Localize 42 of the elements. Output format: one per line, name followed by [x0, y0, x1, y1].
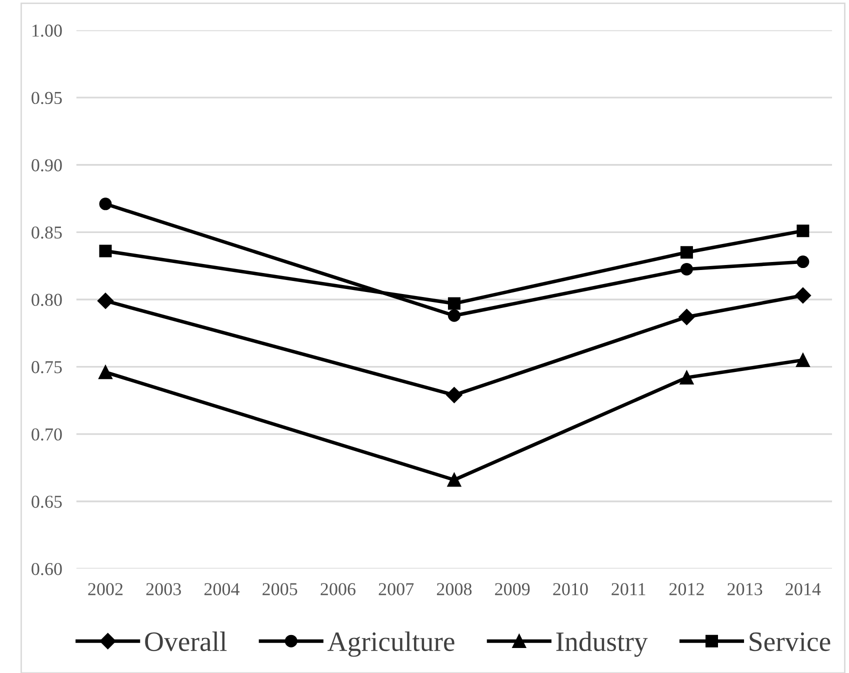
point: [680, 262, 693, 276]
point: [97, 292, 114, 309]
point: [794, 287, 812, 304]
y-tick-label: 0.95: [32, 92, 62, 104]
legend-label: Agriculture: [328, 632, 454, 657]
y-tick-label: 0.65: [32, 496, 62, 508]
x-tick-label: 2007: [378, 583, 414, 596]
legend-label: Overall: [145, 632, 227, 652]
x-tick-label: 2011: [612, 583, 646, 596]
x-tick-label: 2002: [88, 583, 123, 596]
point: [98, 365, 112, 380]
legend-label: Industry: [556, 632, 648, 657]
y-tick-label: 0.75: [32, 361, 62, 374]
x-tick-label: 2003: [146, 583, 181, 596]
point: [448, 309, 460, 322]
point: [678, 308, 695, 326]
x-tick-label: 2013: [728, 583, 762, 596]
point: [99, 198, 112, 210]
y-tick-label: 0.80: [32, 294, 62, 306]
y-tick-label: 0.90: [32, 159, 62, 172]
point: [796, 256, 810, 268]
point: [447, 472, 462, 487]
y-tick-label: 0.85: [32, 226, 62, 239]
y-tick-label: 1.00: [32, 24, 62, 37]
y-tick-label: 0.60: [32, 562, 62, 576]
x-tick-label: 2012: [669, 583, 704, 596]
point: [796, 353, 810, 367]
y-tick-label: 0.70: [32, 428, 62, 441]
x-tick-label: 2004: [204, 583, 240, 596]
x-tick-label: 2006: [320, 583, 356, 596]
point: [680, 246, 693, 259]
x-tick-label: 2009: [495, 583, 530, 596]
point: [796, 224, 810, 238]
x-tick-label: 2005: [262, 583, 298, 596]
x-tick-label: 2010: [553, 583, 588, 596]
point: [446, 386, 462, 404]
point: [680, 370, 694, 384]
x-tick-label: 2014: [786, 583, 821, 596]
point: [99, 244, 112, 258]
x-tick-label: 2008: [436, 583, 472, 596]
point: [448, 297, 460, 310]
legend-label: Service: [750, 632, 830, 652]
